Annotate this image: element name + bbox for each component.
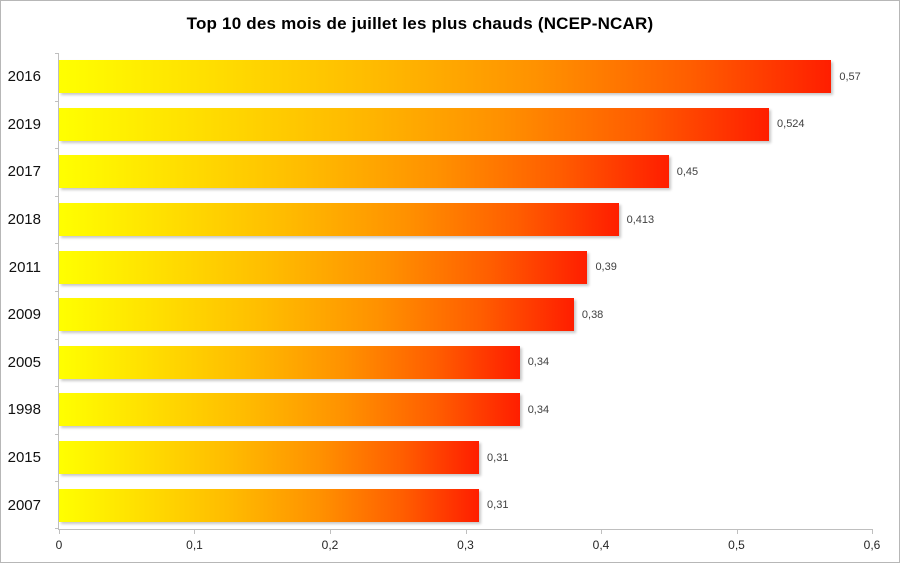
value-label: 0,31 — [487, 451, 509, 464]
bar-row: 2019 0,524 — [8, 101, 872, 149]
bar-row: 2011 0,39 — [9, 243, 872, 291]
bar — [59, 60, 832, 94]
category-label: 2009 — [7, 306, 41, 324]
x-axis-tick — [736, 529, 738, 534]
category-label: 2016 — [7, 68, 41, 86]
value-label: 0,34 — [527, 403, 550, 416]
bar — [59, 107, 770, 141]
x-axis-tick — [194, 529, 196, 534]
y-axis-tick — [55, 148, 59, 150]
x-axis-tick-label: 0,3 — [457, 538, 474, 552]
x-axis-tick — [600, 529, 602, 534]
bar — [59, 441, 480, 475]
bar-row: 2018 0,413 — [8, 196, 872, 244]
y-axis-tick — [55, 338, 59, 340]
plot-area: 2016 0,57 2019 0,524 2017 0,45 2018 0,413 2011 0,… — [8, 53, 880, 552]
x-axis-tick — [329, 529, 331, 534]
value-label: 0,45 — [676, 165, 699, 178]
x-axis-tick-label: 0,5 — [728, 538, 745, 552]
x-axis-tick-label: 0,2 — [321, 538, 339, 552]
bar — [59, 298, 574, 332]
bar-row: 2015 0,31 — [8, 434, 872, 482]
y-axis-tick — [55, 528, 59, 529]
y-axis-tick — [55, 243, 59, 245]
x-axis-tick-label: 0,4 — [592, 538, 610, 552]
value-label: 0,31 — [487, 499, 509, 512]
y-axis-tick — [55, 291, 59, 292]
bar-row: 1998 0,34 — [8, 386, 872, 434]
bar-row: 2017 0,45 — [8, 148, 872, 196]
x-axis-tick — [59, 529, 60, 534]
category-label: 2017 — [7, 163, 41, 181]
category-label: 2019 — [7, 115, 41, 133]
bar-row: 2009 0,38 — [8, 291, 872, 339]
y-axis-tick — [55, 433, 59, 435]
value-label: 0,38 — [581, 308, 604, 321]
bar-row: 2007 0,31 — [8, 481, 872, 529]
bar — [59, 203, 619, 237]
value-label: 0,413 — [626, 213, 655, 226]
chart-title: Top 10 des mois de juillet les plus chau… — [186, 14, 654, 33]
x-axis-tick — [872, 529, 873, 534]
category-label: 2007 — [7, 496, 41, 514]
category-label: 2011 — [8, 258, 41, 276]
x-axis-tick — [465, 529, 467, 534]
bar-row: 2016 0,57 — [8, 53, 872, 101]
value-label: 0,34 — [527, 356, 550, 369]
bar-rows: 2016 0,57 2019 0,524 2017 0,45 2018 0,413 2011 0,… — [8, 53, 872, 529]
y-axis-tick — [55, 481, 59, 483]
y-axis-tick — [55, 53, 59, 54]
y-axis-tick — [55, 195, 59, 197]
category-label: 2005 — [7, 353, 41, 371]
value-label: 0,39 — [595, 261, 617, 274]
value-label: 0,524 — [777, 118, 805, 131]
category-label: 2015 — [7, 449, 41, 467]
bar — [59, 488, 480, 522]
y-axis-tick — [55, 100, 59, 102]
bar — [59, 345, 520, 379]
value-label: 0,57 — [839, 70, 861, 83]
bar — [59, 155, 669, 189]
bar — [59, 250, 588, 284]
y-axis-tick — [55, 386, 59, 388]
category-label: 1998 — [7, 401, 41, 419]
bar-row: 2005 0,34 — [8, 339, 872, 387]
x-axis-tick-label: 0,6 — [863, 538, 881, 552]
bar — [59, 393, 520, 427]
category-label: 2018 — [7, 211, 41, 229]
x-axis-tick-label: 0 — [55, 538, 63, 552]
x-axis-tick-label: 0,1 — [186, 538, 203, 552]
